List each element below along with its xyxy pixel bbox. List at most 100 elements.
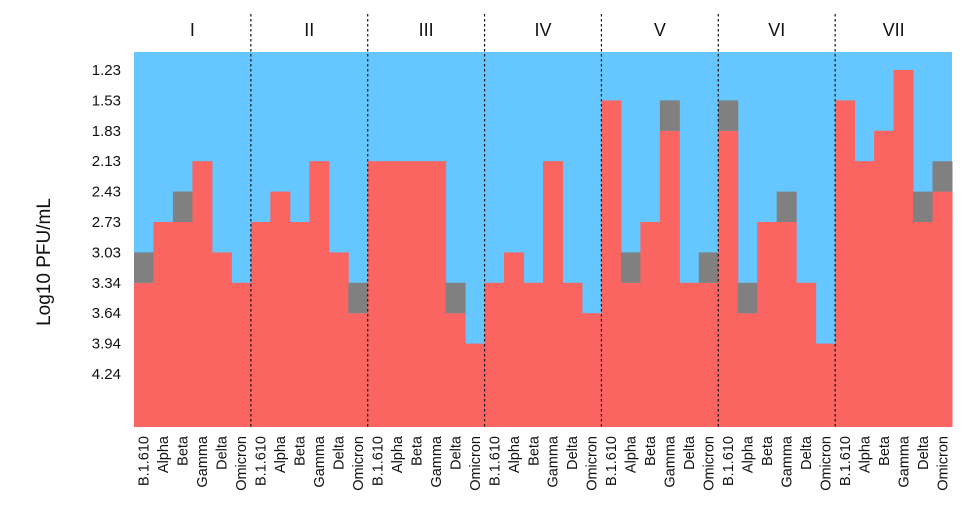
y-tick-label: 2.73	[92, 214, 121, 231]
category-label: B.1.610	[254, 436, 270, 486]
data-bar	[932, 191, 953, 427]
category-label: B.1.610	[137, 436, 153, 486]
category-label: Omicron	[234, 436, 250, 491]
data-bar	[465, 343, 486, 427]
category-label: Delta	[215, 435, 231, 470]
category-label: Alpha	[273, 435, 289, 473]
data-bar	[406, 161, 427, 427]
data-bar	[640, 222, 661, 427]
category-label: Omicron	[702, 436, 718, 491]
y-axis-label: Log10 PFU/mL	[34, 198, 55, 326]
category-label: B.1.610	[487, 436, 503, 486]
gray-cell	[659, 100, 680, 131]
gray-cell	[737, 282, 758, 314]
category-label: Delta	[799, 435, 815, 470]
data-bar	[289, 222, 310, 427]
data-bar	[250, 222, 271, 427]
data-bar	[367, 161, 388, 427]
data-bar	[620, 282, 641, 427]
data-bar	[835, 100, 856, 428]
data-bar	[854, 161, 875, 427]
data-bar	[153, 222, 174, 427]
category-label: Gamma	[195, 435, 211, 488]
group-label: IV	[534, 20, 551, 40]
category-label: B.1.610	[838, 436, 854, 486]
data-bar	[913, 222, 934, 427]
y-tick-label: 3.34	[92, 275, 121, 292]
data-bar	[134, 282, 154, 427]
group-label: V	[654, 20, 666, 40]
data-bar	[445, 313, 466, 427]
category-label: Delta	[448, 435, 464, 470]
data-bar	[523, 282, 544, 427]
category-label: Beta	[877, 435, 893, 466]
data-bar	[776, 222, 797, 427]
data-bar	[270, 191, 291, 427]
gray-cell	[776, 191, 797, 222]
data-bar	[581, 313, 602, 427]
category-label: Beta	[293, 435, 309, 466]
data-bar	[815, 343, 836, 427]
data-bar	[659, 130, 680, 428]
category-label: Omicron	[468, 436, 484, 491]
y-tick-label: 1.23	[92, 62, 121, 79]
category-label: Beta	[760, 435, 776, 466]
category-label: Omicron	[351, 436, 367, 491]
gray-cell	[913, 191, 934, 222]
category-label: Alpha	[390, 435, 406, 473]
data-bar	[737, 313, 758, 427]
y-tick-label: 3.64	[92, 305, 121, 322]
gray-cell	[620, 252, 641, 283]
data-bar	[893, 70, 914, 427]
group-label: VII	[883, 20, 905, 40]
gray-cell	[172, 191, 193, 222]
gray-cell	[718, 100, 739, 131]
data-bar	[874, 130, 895, 428]
data-bar	[328, 252, 349, 427]
group-label: III	[419, 20, 434, 40]
category-label: Alpha	[156, 435, 172, 473]
category-label: Alpha	[507, 435, 523, 473]
gray-cell	[932, 161, 953, 192]
category-label: Beta	[526, 435, 542, 466]
group-label: II	[304, 20, 314, 40]
category-label: Gamma	[896, 435, 912, 488]
category-label: Omicron	[935, 436, 951, 491]
category-label: Omicron	[585, 436, 601, 491]
category-label: B.1.610	[721, 436, 737, 486]
data-bar	[192, 161, 213, 427]
category-label: Beta	[409, 435, 425, 466]
gray-cell	[445, 282, 466, 314]
category-label: Delta	[565, 435, 581, 470]
data-bar	[484, 282, 505, 427]
data-bar	[504, 252, 525, 427]
y-tick-label: 1.83	[92, 123, 121, 140]
y-tick-label: 2.43	[92, 184, 121, 201]
data-bar	[231, 282, 252, 427]
gray-cell	[134, 252, 154, 283]
data-bar	[348, 313, 369, 427]
category-label: Alpha	[624, 435, 640, 473]
category-label: Alpha	[857, 435, 873, 473]
category-label: Alpha	[741, 435, 757, 473]
category-label: Beta	[643, 435, 659, 466]
category-label: Delta	[916, 435, 932, 470]
data-bar	[172, 191, 193, 427]
data-bar	[387, 161, 408, 427]
data-bar	[426, 161, 447, 427]
data-bar	[543, 161, 563, 427]
y-tick-label: 3.94	[92, 336, 121, 353]
category-label: B.1.610	[370, 436, 386, 486]
data-bar	[211, 252, 232, 427]
gray-cell	[698, 252, 719, 283]
category-label: Delta	[682, 435, 698, 470]
category-label: B.1.610	[604, 436, 620, 486]
category-label: Gamma	[546, 435, 562, 488]
data-bar	[796, 282, 817, 427]
gray-cell	[348, 282, 369, 314]
y-tick-label: 4.24	[92, 366, 121, 383]
y-tick-label: 1.53	[92, 92, 121, 109]
group-label: VI	[768, 20, 785, 40]
category-label: Delta	[332, 435, 348, 470]
